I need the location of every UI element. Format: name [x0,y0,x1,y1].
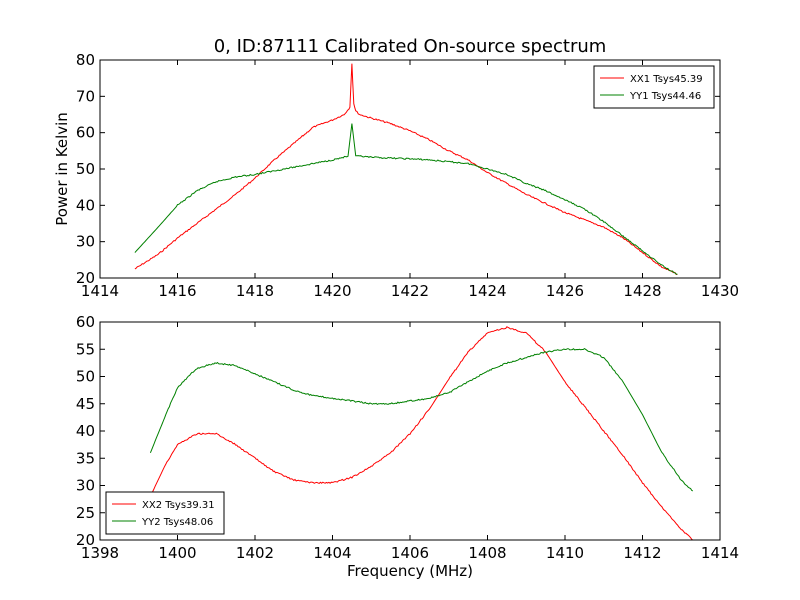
x-axis-label: Frequency (MHz) [347,562,473,580]
x-tick-label: 1412 [623,544,661,562]
legend-label: YY1 Tsys44.46 [629,91,701,102]
y-tick-label: 30 [76,477,95,495]
y-tick-label: 45 [76,395,95,413]
legend-label: YY2 Tsys48.06 [141,517,213,528]
top-panel: 1414 1416 1418 1420 1422 1424 1426 1428 1430 20 30… [76,51,739,300]
legend-label: XX2 Tsys39.31 [142,500,215,511]
y-tick-label: 30 [76,233,95,251]
x-tick-label: 1404 [313,544,351,562]
y-tick-label: 20 [76,269,95,287]
bottom-panel: 1398 1400 1402 1404 1406 1408 1410 1412 1414 20 25… [76,313,739,562]
x-tick-label: 1414 [701,544,739,562]
y-axis-label: Power in Kelvin [53,112,71,226]
series-line-2 [149,348,694,492]
legend-label: XX1 Tsys45.39 [630,74,703,85]
x-tick-label: 1406 [391,544,429,562]
x-tick-label: 1430 [701,282,739,300]
y-tick-label: 55 [76,340,95,358]
x-tick-label: 1422 [391,282,429,300]
x-tick-label: 1414 [81,282,119,300]
x-tick-label: 1424 [468,282,506,300]
x-tick-label: 1410 [546,544,584,562]
x-tick-label: 1402 [236,544,274,562]
y-tick-label: 35 [76,449,95,467]
y-tick-label: 50 [76,160,95,178]
x-tick-label: 1426 [546,282,584,300]
y-tick-label: 60 [76,124,95,142]
x-tick-label: 1418 [236,282,274,300]
legend: XX1 Tsys45.39 YY1 Tsys44.46 [593,65,715,109]
series-line-1 [149,326,694,541]
x-tick-label: 1408 [468,544,506,562]
y-tick-label: 25 [76,504,95,522]
y-tick-label: 80 [76,51,95,69]
y-tick-label: 40 [76,196,95,214]
series-line-2 [134,123,678,275]
y-tick-label: 40 [76,422,95,440]
y-tick-label: 20 [76,531,95,549]
y-tick-label: 70 [76,87,95,105]
legend: XX2 Tsys39.31 YY2 Tsys48.06 [105,491,225,535]
x-tick-label: 1398 [81,544,119,562]
x-tick-label: 1400 [158,544,196,562]
x-tick-label: 1420 [313,282,351,300]
series-line-1 [134,63,678,276]
y-tick-label: 50 [76,368,95,386]
figure-title: 0, ID:87111 Calibrated On-source spectru… [214,36,607,57]
y-tick-label: 60 [76,313,95,331]
x-tick-label: 1416 [158,282,196,300]
x-tick-label: 1428 [623,282,661,300]
